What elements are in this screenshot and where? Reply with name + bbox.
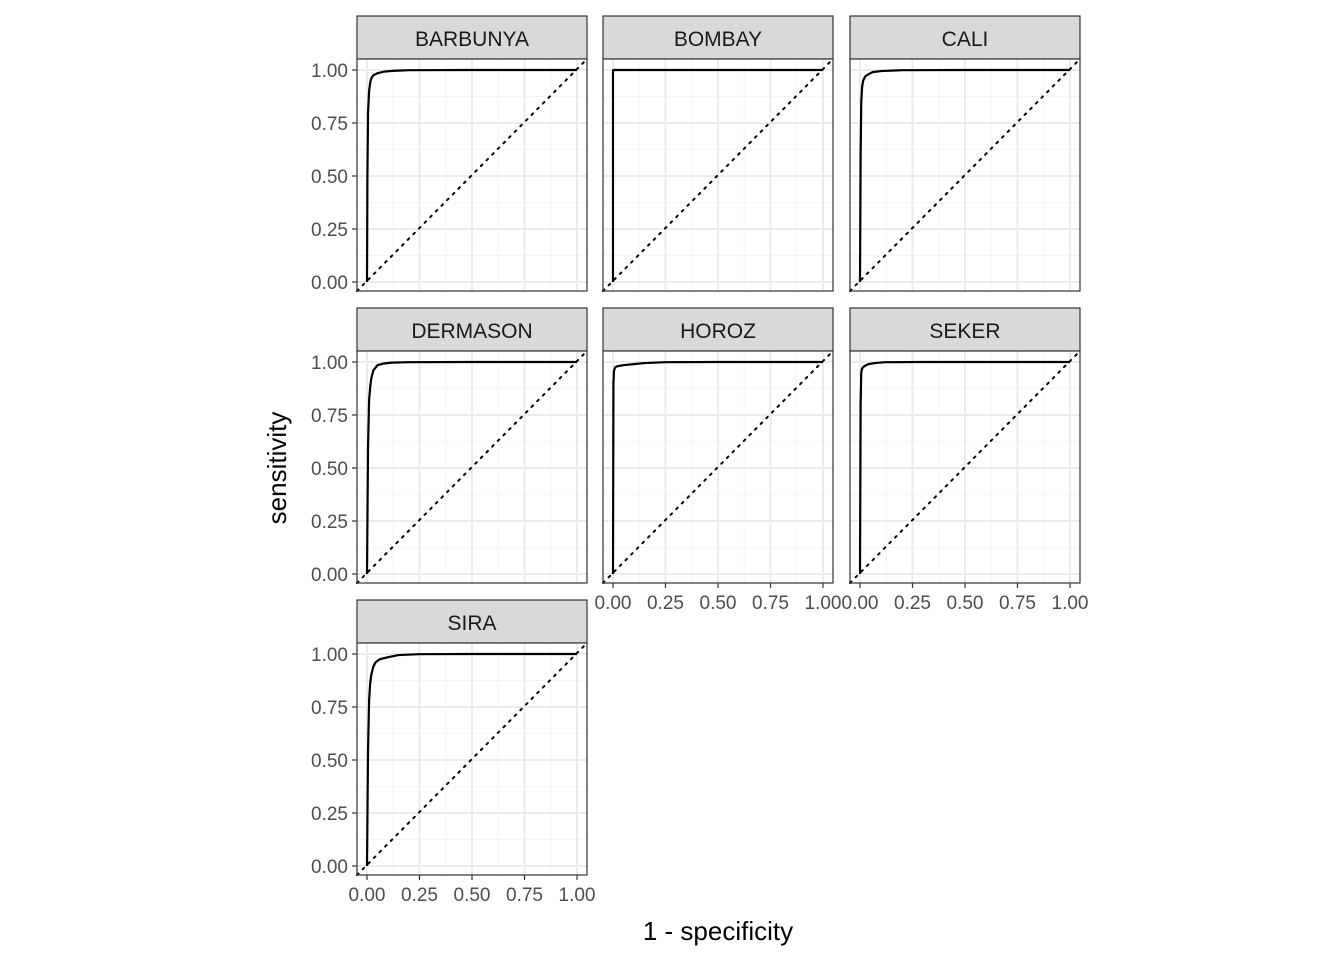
panel-border <box>356 350 588 584</box>
x-tick-label: 0.50 <box>947 593 984 614</box>
facet-strip-label: SEKER <box>929 320 1000 343</box>
facet-panels: BARBUNYA 0.00 0.25 0.50 0.75 1.00 BOMBAY CALI DE… <box>311 15 1089 906</box>
facet-panel-cali: CALI <box>849 15 1081 292</box>
y-tick-label: 0.25 <box>311 220 348 241</box>
y-tick-label: 0.75 <box>311 698 348 719</box>
y-tick-label: 0.50 <box>311 459 348 480</box>
y-tick-label: 1.00 <box>311 645 348 666</box>
y-tick-label: 0.75 <box>311 406 348 427</box>
x-axis-title: 1 - specificity <box>643 916 793 946</box>
x-tick-label: 0.25 <box>401 885 438 906</box>
roc-curve <box>611 360 823 575</box>
facet-strip-label: HOROZ <box>680 320 756 343</box>
x-tick-label: 0.50 <box>700 593 737 614</box>
facet-strip-label: CALI <box>942 28 989 51</box>
x-tick-label: 0.75 <box>506 885 543 906</box>
roc-curve <box>611 68 823 282</box>
x-tick-label: 0.00 <box>842 593 879 614</box>
y-tick-label: 1.00 <box>311 353 348 374</box>
facet-strip-label: SIRA <box>447 612 496 635</box>
x-tick-label: 0.00 <box>349 885 386 906</box>
panel-border <box>356 58 588 292</box>
facet-panel-horoz: HOROZ 0.00 0.25 0.50 0.75 1.00 <box>595 307 842 614</box>
x-tick-label: 0.50 <box>454 885 491 906</box>
facet-strip <box>356 599 588 644</box>
y-axis-title: sensitivity <box>262 412 292 525</box>
x-tick-label: 0.25 <box>894 593 931 614</box>
facet-strip <box>356 15 588 60</box>
y-tick-label: 0.75 <box>311 114 348 135</box>
facet-strip <box>849 307 1081 352</box>
facet-panel-sira: SIRA 0.00 0.25 0.50 0.75 1.00 0.00 0.25 0.50 0.75… <box>311 599 596 906</box>
facet-panel-seker: SEKER 0.00 0.25 0.50 0.75 1.00 <box>842 307 1089 614</box>
facet-panel-bombay: BOMBAY <box>602 15 834 292</box>
reference-diagonal <box>356 350 588 584</box>
roc-curve <box>858 360 1070 575</box>
reference-diagonal <box>602 58 834 292</box>
facet-strip-label: BOMBAY <box>674 28 762 51</box>
reference-diagonal <box>602 350 834 584</box>
y-tick-label: 0.50 <box>311 167 348 188</box>
facet-strip-label: BARBUNYA <box>415 28 529 51</box>
facet-panel-dermason: DERMASON 0.00 0.25 0.50 0.75 1.00 <box>311 307 588 586</box>
x-tick-label: 1.00 <box>559 885 596 906</box>
y-tick-label: 0.25 <box>311 512 348 533</box>
reference-diagonal <box>356 58 588 292</box>
y-tick-label: 1.00 <box>311 61 348 82</box>
x-tick-label: 0.00 <box>595 593 632 614</box>
x-tick-label: 0.75 <box>752 593 789 614</box>
reference-diagonal <box>849 350 1081 584</box>
reference-diagonal <box>356 642 588 876</box>
facet-strip <box>356 307 588 352</box>
panel-border <box>849 58 1081 292</box>
y-tick-label: 0.00 <box>311 857 348 878</box>
y-tick-label: 0.25 <box>311 804 348 825</box>
panel-border <box>602 58 834 292</box>
facet-strip <box>849 15 1081 60</box>
x-tick-label: 1.00 <box>1052 593 1089 614</box>
reference-diagonal <box>849 58 1081 292</box>
x-tick-label: 0.25 <box>647 593 684 614</box>
x-tick-label: 1.00 <box>805 593 842 614</box>
x-tick-label: 0.75 <box>999 593 1036 614</box>
y-tick-label: 0.50 <box>311 751 348 772</box>
facet-panel-barbunya: BARBUNYA 0.00 0.25 0.50 0.75 1.00 <box>311 15 588 294</box>
y-tick-label: 0.00 <box>311 565 348 586</box>
roc-curve <box>365 652 577 867</box>
facet-strip <box>602 307 834 352</box>
facet-strip-label: DERMASON <box>411 320 532 343</box>
roc-curve <box>858 68 1070 283</box>
roc-curve <box>365 68 577 283</box>
roc-curve <box>365 360 577 575</box>
facet-strip <box>602 15 834 60</box>
y-tick-label: 0.00 <box>311 273 348 294</box>
